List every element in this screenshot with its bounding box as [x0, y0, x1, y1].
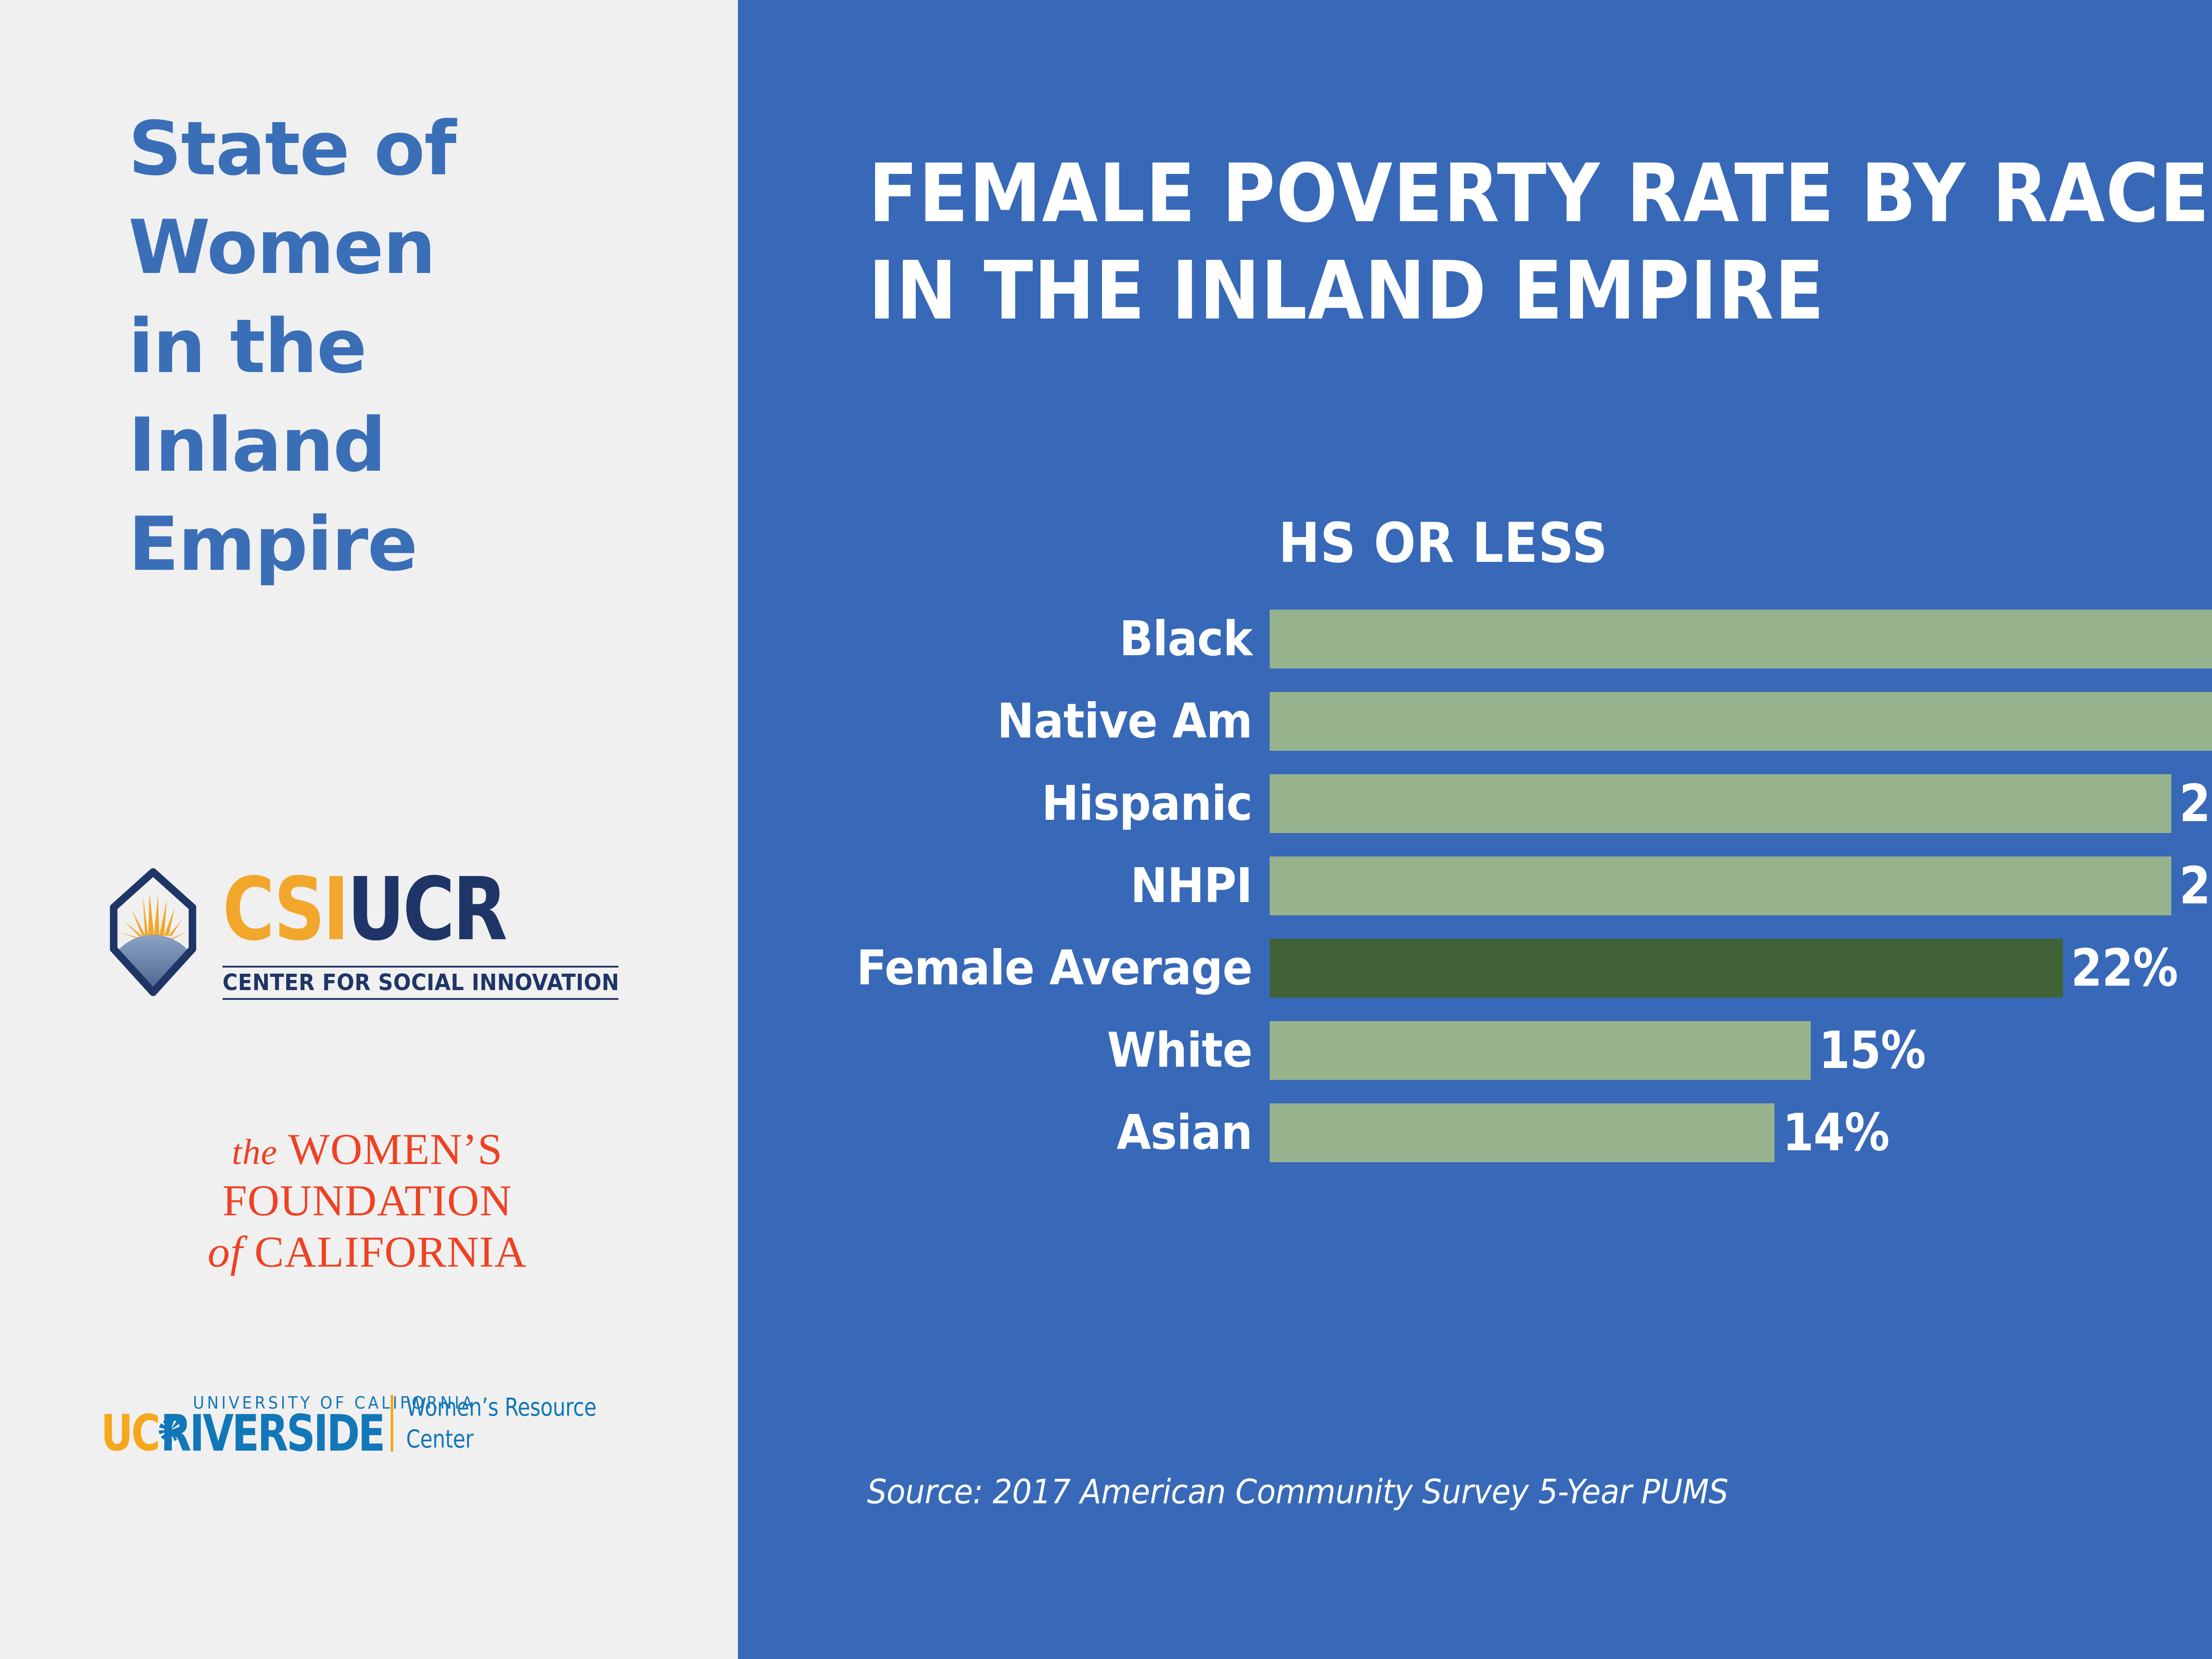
wfc-the: the — [231, 1132, 278, 1172]
chart-panel: FEMALE POVERTY RATE BY RACE IN THE INLAN… — [738, 0, 2212, 1659]
ucr-riverside-wordmark: RIVERSIDE — [161, 1404, 385, 1463]
wfc-california: CALIFORNIA — [254, 1227, 527, 1276]
bar-value-label: 15% — [1819, 1020, 1926, 1080]
wfc-line-3: of CALIFORNIA — [133, 1226, 602, 1278]
bar — [1270, 856, 2171, 915]
series-title-line-3: in the — [128, 303, 367, 390]
source-note: Source: 2017 American Community Survey 5… — [867, 1472, 1728, 1511]
page-title: FEMALE POVERTY RATE BY RACE IN THE INLAN… — [868, 145, 2210, 339]
wfc-of: of — [207, 1227, 243, 1276]
bar-value-label: 25% — [2179, 856, 2212, 916]
bar-category-label: Black — [1119, 611, 1252, 667]
bar-chart: Black33% Native Am33% Hispanic 25% NHPI 25% Fe… — [738, 610, 2212, 1162]
wfc-womens: WOMEN’S — [288, 1125, 503, 1174]
series-title: State of Women in the Inland Empire — [128, 100, 637, 594]
ucr-starburst-icon — [159, 1415, 182, 1446]
series-title-line-4: Inland — [128, 402, 386, 489]
bar-category-label: Asian — [1116, 1105, 1253, 1160]
bar-category-label: Hispanic — [1041, 776, 1253, 831]
ucr-university-line: UNIVERSITY OF CALIFORNIA — [193, 1393, 476, 1413]
csi-rule-bottom — [223, 998, 618, 1000]
ucr-wrc-logo: UC — [101, 1393, 645, 1475]
bar-category-label: Female Average — [856, 940, 1253, 996]
ucr-unit-name: Women’s Resource Center — [406, 1392, 596, 1455]
csi-tagline: CENTER FOR SOCIAL INNOVATION — [223, 970, 619, 996]
bar-category-label: Native Am — [997, 693, 1253, 749]
ucr-unit-line-2: Center — [406, 1425, 474, 1454]
chart-subtitle: HS OR LESS — [1279, 511, 1608, 575]
bar — [1270, 692, 2212, 751]
wfc-line-1: the WOMEN’S — [133, 1124, 602, 1175]
ucr-acronym: UCR — [347, 859, 507, 960]
bar-row: Native Am33% — [738, 692, 2212, 751]
bar — [1270, 1021, 1811, 1080]
bar-category-label: White — [1107, 1022, 1252, 1078]
bar-row: Hispanic 25% — [738, 774, 2212, 833]
csi-rule-top — [223, 966, 618, 968]
ucr-uc-mark: UC — [101, 1405, 161, 1462]
series-title-line-2: Women — [128, 204, 436, 291]
chart-title-line-1: FEMALE POVERTY RATE BY RACE — [868, 146, 2210, 240]
bar-highlighted — [1270, 939, 2063, 998]
series-title-line-1: State of — [128, 105, 457, 192]
bar-row: NHPI 25% — [738, 856, 2212, 915]
bar-row: White 15% — [738, 1021, 2212, 1080]
bar-row: Black33% — [738, 610, 2212, 668]
csi-acronym: CSI — [223, 859, 349, 960]
bar-category-label: NHPI — [1130, 858, 1252, 914]
csi-sunrise-shield-icon — [110, 868, 196, 996]
bar-row: Female Average 22% — [738, 939, 2212, 998]
bar — [1270, 774, 2171, 833]
wfc-foundation: FOUNDATION — [222, 1176, 512, 1225]
bar — [1270, 1103, 1774, 1162]
bar-value-label: 25% — [2179, 773, 2212, 833]
csi-ucr-wordmark: CSIUCR — [223, 866, 621, 953]
chart-title-line-2: IN THE INLAND EMPIRE — [868, 244, 1825, 338]
csi-ucr-logo: CSIUCR CENTER FOR SOCIAL INNOVATION — [104, 865, 626, 1011]
womens-foundation-logo: the WOMEN’S FOUNDATION of CALIFORNIA — [133, 1124, 602, 1278]
bar-value-label: 14% — [1782, 1102, 1890, 1163]
sidebar: State of Women in the Inland Empire — [0, 0, 738, 1659]
series-title-line-5: Empire — [128, 500, 418, 588]
bar-value-label: 22% — [2071, 938, 2178, 998]
ucr-logo-divider — [391, 1395, 393, 1452]
csi-tagline-block: CENTER FOR SOCIAL INNOVATION — [223, 966, 619, 1000]
bar-row: Asian 14% — [738, 1103, 2212, 1162]
ucr-unit-line-1: Women’s Resource — [406, 1393, 597, 1422]
bar — [1270, 610, 2212, 668]
